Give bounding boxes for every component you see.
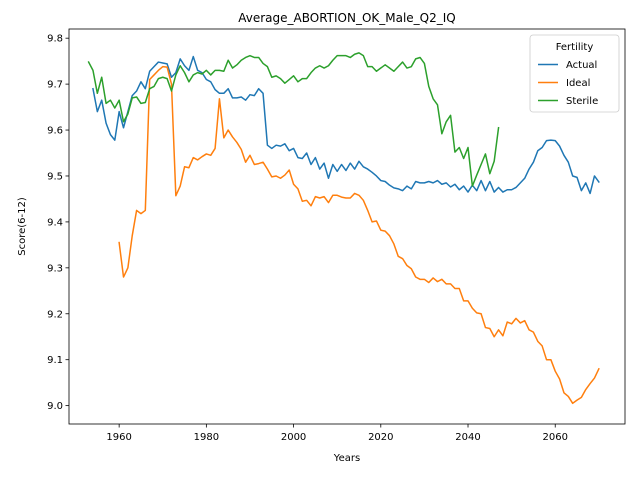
legend-item-sterile: Sterile — [538, 96, 598, 107]
legend: Fertility Actual Ideal Sterile — [529, 34, 620, 113]
chart-title: Average_ABORTION_OK_Male_Q2_IQ — [238, 11, 456, 25]
legend-item-actual: Actual — [538, 60, 597, 71]
legend-item-ideal: Ideal — [538, 78, 590, 89]
x-tick-label: 2040 — [455, 432, 480, 443]
legend-title: Fertility — [556, 42, 594, 53]
y-tick-label: 9.1 — [47, 355, 63, 366]
series-line-sterile — [87, 52, 500, 187]
legend-box — [529, 34, 620, 113]
series-line-ideal — [118, 65, 600, 405]
x-tick-label: 1960 — [106, 432, 131, 443]
y-tick-label: 9.2 — [47, 309, 63, 320]
x-axis-ticks: 1960 1980 2000 2020 2040 2060 — [106, 424, 568, 443]
x-tick-label: 2000 — [281, 432, 306, 443]
y-tick-label: 9.0 — [47, 401, 63, 412]
y-axis-ticks: 9.0 9.1 9.2 9.3 9.4 9.5 9.6 9.7 9.8 — [47, 34, 69, 412]
y-tick-label: 9.4 — [47, 217, 63, 228]
y-tick-label: 9.7 — [47, 80, 63, 91]
series-line-actual — [92, 55, 600, 195]
x-axis-label: Years — [333, 453, 360, 464]
axes-frame — [68, 28, 626, 425]
y-tick-label: 9.8 — [47, 34, 63, 45]
x-tick-label: 2020 — [368, 432, 393, 443]
series-layer — [87, 52, 600, 405]
x-tick-label: 2060 — [543, 432, 568, 443]
legend-label: Sterile — [566, 96, 598, 107]
y-tick-label: 9.5 — [47, 171, 63, 182]
y-tick-label: 9.3 — [47, 263, 63, 274]
y-axis-label: Score(6-12) — [17, 197, 28, 256]
x-tick-label: 1980 — [194, 432, 219, 443]
legend-label: Actual — [566, 60, 597, 71]
y-tick-label: 9.6 — [47, 126, 63, 137]
legend-label: Ideal — [566, 78, 590, 89]
